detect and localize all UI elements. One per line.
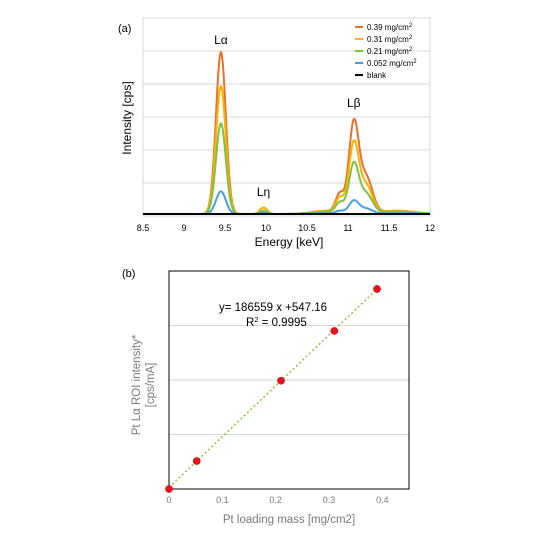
panel-a-series — [142, 51, 431, 215]
panel-a-x-tick-label: 9 — [181, 223, 186, 233]
panel-b-label: (b) — [122, 268, 135, 280]
panel-a-y-axis-label: Intensity [cps] — [120, 81, 134, 154]
panel-b-equation: y= 186559 x +547.16 — [219, 302, 327, 314]
legend-entry: 0.39 mg/cm2 — [367, 23, 413, 32]
legend-entry-superscript: 2 — [413, 59, 417, 65]
panel-a-peak-label: Lη — [257, 185, 270, 199]
panel-b-x-tick-label: 0.2 — [269, 495, 282, 505]
panel-b-x-ticks: 0 0.1 0.2 0.3 0.4 — [166, 495, 388, 505]
legend-entry-units: mg/cm — [383, 47, 410, 56]
panel-b-data-point — [373, 285, 381, 293]
panel-b-data-point — [277, 376, 285, 385]
legend-entry: 0.052 mg/cm2 — [367, 59, 417, 68]
panel-b-data-point — [192, 457, 201, 465]
panel-b-trendline-line — [168, 288, 378, 489]
panel-a-series-line-0 — [142, 51, 431, 215]
panel-b-plot-frame — [168, 270, 410, 490]
legend-entry: blank — [367, 71, 387, 80]
panel-a-x-tick-label: 12 — [425, 223, 435, 233]
panel-b-data-point — [165, 485, 173, 493]
panel-b-x-tick-label: 0.1 — [216, 495, 229, 505]
panel-b-x-tick-label: 0.3 — [323, 495, 336, 505]
panel-b-x-axis-label: Pt loading mass [mg/cm2] — [223, 514, 355, 526]
panel-b-y-axis-label-line2: [cps/mA] — [145, 363, 157, 408]
panel-b: (b) 0 0.1 0.2 0.3 0.4 Pt loading mass [mg/cm… — [122, 268, 410, 526]
panel-b-trendline — [168, 288, 378, 489]
legend-entry-superscript: 2 — [409, 23, 413, 29]
panel-b-data-point — [330, 327, 339, 335]
r2-superscript: 2 — [254, 315, 258, 324]
panel-b-x-tick-label: 0.4 — [376, 495, 389, 505]
r2-value: = 0.9995 — [258, 317, 306, 329]
panel-a: (a) 8.5 9 9.5 10 10.5 11 11.5 12 Energy [keV] I… — [118, 17, 435, 249]
panel-b-points — [165, 285, 381, 493]
panel-a-x-tick-label: 11.5 — [381, 223, 398, 233]
panel-a-x-tick-label: 8.5 — [137, 223, 150, 233]
panel-a-series-line-2 — [142, 122, 431, 215]
panel-a-grid — [143, 50, 430, 184]
legend-entry-name: 0.21 — [367, 47, 383, 56]
panel-a-x-tick-label: 10.5 — [298, 223, 316, 233]
legend-entry-units: mg/cm — [387, 59, 414, 68]
panel-a-peak-label: Lα — [214, 33, 228, 47]
legend-entry-superscript: 2 — [409, 35, 413, 41]
legend-entry-units: mg/cm — [383, 35, 410, 44]
legend-entry-name: 0.052 — [367, 59, 388, 68]
legend-entry: 0.31 mg/cm2 — [367, 35, 413, 44]
panel-b-x-tick-label: 0 — [166, 495, 171, 505]
legend-entry-name: blank — [367, 71, 387, 80]
panel-a-x-tick-label: 9.5 — [219, 223, 232, 233]
panel-b-r-squared: R2 = 0.9995 — [246, 315, 307, 329]
panel-a-peak-label: Lβ — [347, 96, 361, 110]
panel-a-annotations: Lα Lη Lβ — [214, 33, 361, 199]
panel-b-y-axis-label-line1: Pt Lα ROI intensity* — [131, 334, 143, 435]
panel-b-grid — [169, 325, 409, 435]
legend-entry: 0.21 mg/cm2 — [367, 47, 413, 56]
panel-a-x-tick-label: 11 — [343, 223, 352, 233]
legend-entry-units: mg/cm — [383, 23, 410, 32]
legend-entry-name: 0.31 — [367, 35, 383, 44]
r2-label: R — [246, 317, 254, 329]
panel-a-x-axis-label: Energy [keV] — [255, 235, 324, 249]
panel-a-x-ticks: 8.5 9 9.5 10 10.5 11 11.5 12 — [137, 223, 435, 233]
legend-entry-name: 0.39 — [367, 23, 383, 32]
legend-entry-superscript: 2 — [409, 47, 413, 53]
panel-a-x-tick-label: 10 — [261, 223, 271, 233]
panel-a-label: (a) — [118, 23, 131, 35]
